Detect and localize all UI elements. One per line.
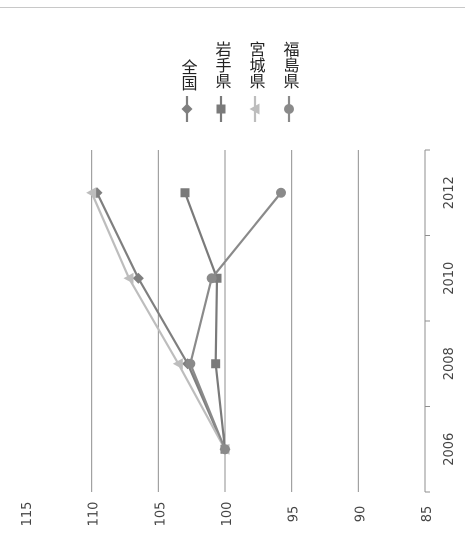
value-tick-label: 105 bbox=[153, 502, 168, 527]
value-tick-label: 90 bbox=[353, 506, 368, 523]
category-tick-label: 2006 bbox=[442, 433, 457, 466]
data-point bbox=[123, 272, 134, 284]
data-point bbox=[132, 272, 144, 284]
legend-swatch-marker bbox=[284, 104, 294, 114]
data-point bbox=[276, 187, 286, 198]
series-line-3 bbox=[189, 192, 282, 450]
legend-swatch-marker bbox=[216, 104, 226, 114]
category-tick-label: 2010 bbox=[442, 262, 457, 295]
value-tick-label: 100 bbox=[220, 502, 235, 527]
data-point bbox=[172, 358, 183, 370]
value-tick-label: 115 bbox=[20, 502, 35, 527]
data-point bbox=[206, 273, 217, 284]
data-point bbox=[185, 358, 196, 369]
data-point bbox=[180, 188, 190, 198]
series-line-0 bbox=[96, 192, 227, 450]
data-point bbox=[211, 359, 221, 369]
value-tick-label: 110 bbox=[87, 502, 102, 527]
legend-label: 全国 bbox=[179, 59, 198, 91]
legend-swatch-marker bbox=[181, 103, 193, 115]
value-tick-label: 85 bbox=[420, 506, 435, 523]
category-tick-label: 2012 bbox=[442, 176, 457, 209]
legend-label: 宮城県 bbox=[247, 41, 266, 89]
series-line-2 bbox=[90, 192, 226, 450]
data-point bbox=[220, 444, 230, 455]
category-tick-label: 2008 bbox=[442, 347, 457, 380]
legend-swatch-marker bbox=[249, 103, 260, 115]
top-rule bbox=[0, 7, 465, 8]
data-point bbox=[86, 187, 97, 199]
data-point bbox=[212, 273, 222, 283]
series-line-1 bbox=[183, 192, 227, 450]
legend-label: 福島県 bbox=[281, 41, 300, 89]
value-tick-label: 95 bbox=[287, 506, 302, 523]
legend-label: 岩手県 bbox=[213, 41, 232, 89]
